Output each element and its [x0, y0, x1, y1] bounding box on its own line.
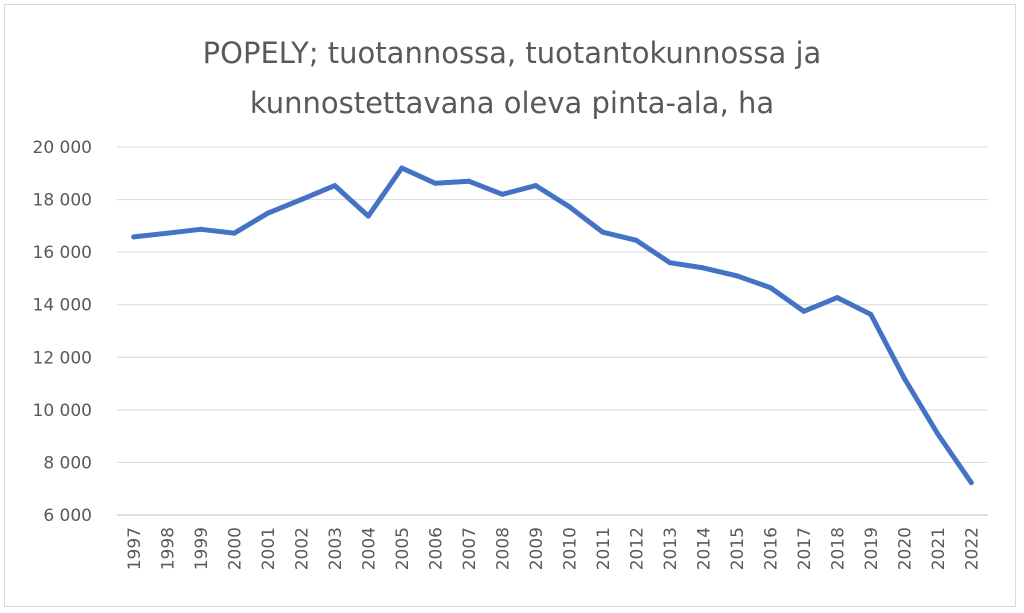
data-point	[633, 237, 639, 243]
data-point	[131, 234, 137, 240]
data-point	[935, 431, 941, 437]
data-point	[834, 295, 840, 301]
x-tick-label: 2019	[862, 527, 882, 570]
data-point	[298, 197, 304, 203]
data-point	[801, 308, 807, 314]
chart-title-line-1: POPELY; tuotannossa, tuotantokunnossa ja	[202, 36, 822, 70]
y-tick-label: 6 000	[43, 506, 92, 526]
data-point	[868, 311, 874, 317]
x-tick-label: 2000	[225, 527, 245, 570]
data-point	[332, 183, 338, 189]
x-tick-label: 2001	[259, 527, 279, 570]
x-tick-label: 1998	[158, 527, 178, 570]
x-tick-label: 2017	[795, 527, 815, 570]
data-point	[399, 165, 405, 171]
x-tick-label: 2022	[962, 527, 982, 570]
series-line	[131, 165, 974, 486]
data-point	[566, 204, 572, 210]
x-tick-label: 2016	[761, 527, 781, 570]
y-tick-label: 12 000	[33, 348, 92, 368]
x-tick-label: 2011	[594, 527, 614, 570]
x-tick-label: 2010	[560, 527, 580, 570]
x-tick-label: 2007	[460, 527, 480, 570]
x-tick-label: 2006	[426, 527, 446, 570]
data-point	[365, 213, 371, 219]
x-tick-label: 1999	[192, 527, 212, 570]
data-point	[164, 230, 170, 236]
x-tick-label: 2015	[728, 527, 748, 570]
x-tick-label: 2021	[929, 527, 949, 570]
data-point	[901, 375, 907, 381]
data-point	[968, 480, 974, 486]
x-tick-label: 2005	[393, 527, 413, 570]
y-tick-label: 14 000	[33, 296, 92, 316]
chart-title: POPELY; tuotannossa, tuotantokunnossa ja…	[0, 28, 1024, 128]
y-tick-label: 8 000	[43, 453, 92, 473]
chart-title-line-2: kunnostettavana oleva pinta-ala, ha	[249, 86, 775, 120]
x-tick-label: 2013	[661, 527, 681, 570]
data-point	[667, 260, 673, 266]
series-layer	[131, 165, 974, 486]
data-point	[734, 273, 740, 279]
x-tick-label: 2002	[292, 527, 312, 570]
data-point	[265, 210, 271, 216]
data-point	[198, 226, 204, 232]
x-tick-label: 1997	[125, 527, 145, 570]
data-point	[600, 229, 606, 235]
y-axis-ticks: 6 000 8 000 10 000 12 000 14 000 16 000 18 000…	[33, 138, 92, 526]
y-tick-label: 16 000	[33, 243, 92, 263]
gridlines	[117, 146, 988, 516]
data-point	[432, 180, 438, 186]
data-point	[231, 230, 237, 236]
data-point	[700, 265, 706, 271]
data-point	[499, 191, 505, 197]
x-tick-label: 2004	[359, 527, 379, 570]
x-tick-label: 2018	[828, 527, 848, 570]
x-tick-label: 2014	[694, 527, 714, 570]
x-axis-ticks: 1997 1998 1999 2000 2001 2002 2003 2004 2005 2006…	[125, 527, 983, 570]
x-tick-label: 2020	[895, 527, 915, 570]
y-tick-label: 20 000	[33, 138, 92, 158]
x-tick-label: 2008	[493, 527, 513, 570]
data-point	[767, 285, 773, 291]
data-point	[533, 183, 539, 189]
chart-frame	[4, 4, 1016, 607]
x-tick-label: 2012	[627, 527, 647, 570]
y-tick-label: 18 000	[33, 191, 92, 211]
y-tick-label: 10 000	[33, 401, 92, 421]
x-tick-label: 2009	[527, 527, 547, 570]
data-point	[466, 178, 472, 184]
x-tick-label: 2003	[326, 527, 346, 570]
